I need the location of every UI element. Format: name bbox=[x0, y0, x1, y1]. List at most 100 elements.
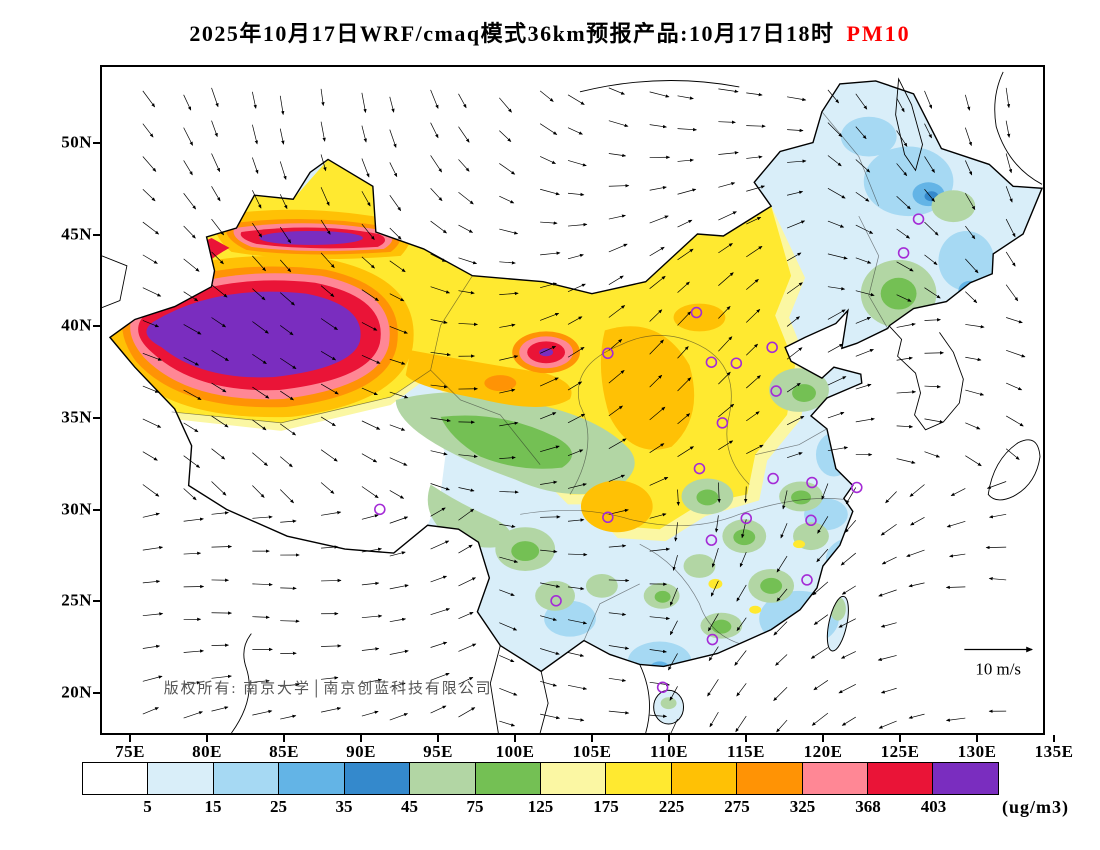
wind-arrow bbox=[608, 370, 625, 384]
colorbar-cell bbox=[83, 763, 149, 794]
wind-arrow bbox=[924, 90, 932, 109]
wind-arrow bbox=[361, 514, 379, 520]
wind-arrow bbox=[718, 120, 736, 124]
wind-arrow bbox=[458, 191, 474, 205]
chart-title: 2025年10月17日WRF/cmaq模式36km预报产品:10月17日18时 P… bbox=[0, 16, 1100, 48]
wind-arrow bbox=[183, 127, 193, 146]
wind-arrow bbox=[252, 679, 270, 683]
wind-arrow bbox=[674, 522, 678, 542]
lat-tick bbox=[93, 508, 100, 511]
wind-arrow bbox=[361, 387, 378, 396]
wind-arrow bbox=[908, 713, 925, 719]
wind-arrow bbox=[499, 355, 519, 361]
wind-arrow bbox=[430, 540, 450, 550]
station-marker bbox=[730, 357, 743, 369]
wind-arrow bbox=[211, 674, 232, 679]
wind-arrow bbox=[142, 254, 158, 264]
colorbar bbox=[82, 762, 999, 795]
wind-arrow bbox=[718, 211, 737, 221]
wind-arrow bbox=[608, 243, 628, 253]
wind-arrow bbox=[183, 356, 200, 366]
wind-arrow bbox=[280, 683, 300, 687]
lon-axis-label: 105E bbox=[572, 742, 612, 761]
wind-arrow bbox=[845, 487, 857, 505]
wind-arrow bbox=[142, 644, 161, 649]
colorbar-cell bbox=[213, 763, 280, 794]
wind-arrow bbox=[458, 487, 475, 492]
station-marker bbox=[801, 574, 813, 586]
wind-arrow bbox=[458, 707, 476, 718]
wind-arrow bbox=[183, 488, 197, 501]
wind-arrow bbox=[211, 186, 221, 202]
wind-arrow bbox=[183, 649, 205, 653]
wind-arrow bbox=[183, 517, 204, 522]
wind-arrow bbox=[389, 391, 409, 399]
colorbar-tick-label: 15 bbox=[204, 797, 222, 816]
station-marker bbox=[602, 511, 614, 524]
wind-arrow bbox=[499, 261, 516, 265]
wind-arrow bbox=[458, 508, 475, 521]
wind-arrow bbox=[965, 160, 973, 176]
wind-arrow bbox=[881, 556, 897, 565]
wind-arrow bbox=[211, 317, 227, 328]
wind-arrow bbox=[320, 350, 337, 361]
colorbar-tick-label: 75 bbox=[466, 797, 484, 816]
wind-arrow bbox=[252, 582, 273, 587]
lat-tick bbox=[93, 233, 100, 236]
lon-axis-label: 85E bbox=[269, 742, 299, 761]
wind-arrow bbox=[816, 548, 829, 563]
wind-arrow bbox=[142, 221, 160, 235]
wind-arrow bbox=[252, 386, 270, 399]
lon-axis-label: 110E bbox=[650, 742, 688, 761]
wind-arrow bbox=[142, 612, 164, 617]
wind-arrow bbox=[649, 275, 666, 289]
wind-arrow bbox=[361, 453, 378, 463]
wind-arrow bbox=[707, 679, 719, 697]
wind-arrow bbox=[279, 489, 294, 504]
wind-arrow bbox=[430, 253, 447, 262]
wind-arrow bbox=[718, 440, 734, 450]
wind-arrow bbox=[855, 290, 875, 297]
colorbar-unit: (ug/m3) bbox=[1002, 797, 1069, 817]
wind-arrow bbox=[718, 151, 739, 155]
station-marker bbox=[550, 595, 562, 607]
lon-tick bbox=[129, 735, 131, 742]
wind-arrow bbox=[540, 480, 558, 485]
colorbar-tick-label: 368 bbox=[855, 797, 881, 816]
wind-arrow bbox=[539, 377, 559, 387]
wind-arrow bbox=[746, 185, 766, 192]
lon-tick bbox=[514, 735, 516, 742]
wind-arrow bbox=[670, 587, 678, 606]
wind-arrow bbox=[142, 156, 157, 172]
wind-arrow bbox=[677, 377, 692, 392]
wind-arrow bbox=[708, 613, 719, 632]
wind-arrow bbox=[677, 219, 693, 228]
wind-arrow bbox=[817, 516, 829, 534]
wind-arrow bbox=[361, 486, 379, 499]
wind-arrow bbox=[279, 194, 288, 210]
wind-arrow bbox=[714, 515, 719, 533]
wind-arrow bbox=[142, 579, 161, 584]
wind-arrow bbox=[736, 617, 747, 632]
wind-arrow bbox=[499, 323, 516, 328]
lon-tick bbox=[976, 735, 978, 742]
wind-arrow bbox=[965, 389, 985, 396]
wind-arrow bbox=[320, 88, 325, 107]
wind-arrow bbox=[211, 544, 233, 549]
station-marker bbox=[912, 213, 925, 225]
wind-arrow bbox=[827, 376, 847, 386]
wind-arrow bbox=[677, 188, 697, 195]
wind-arrow bbox=[746, 375, 761, 389]
wind-arrow bbox=[709, 711, 719, 728]
wind-arrow bbox=[909, 484, 925, 497]
wind-arrow bbox=[786, 452, 803, 458]
wind-arrow bbox=[718, 243, 733, 254]
wind-arrow bbox=[1006, 349, 1026, 358]
wind-arrow bbox=[878, 720, 897, 729]
wind-arrow bbox=[965, 291, 978, 304]
wind-arrow bbox=[855, 224, 874, 234]
wind-arrow bbox=[252, 515, 273, 519]
wind-arrow bbox=[430, 220, 447, 234]
wind-arrow bbox=[787, 190, 804, 196]
wind-arrow bbox=[320, 416, 336, 427]
